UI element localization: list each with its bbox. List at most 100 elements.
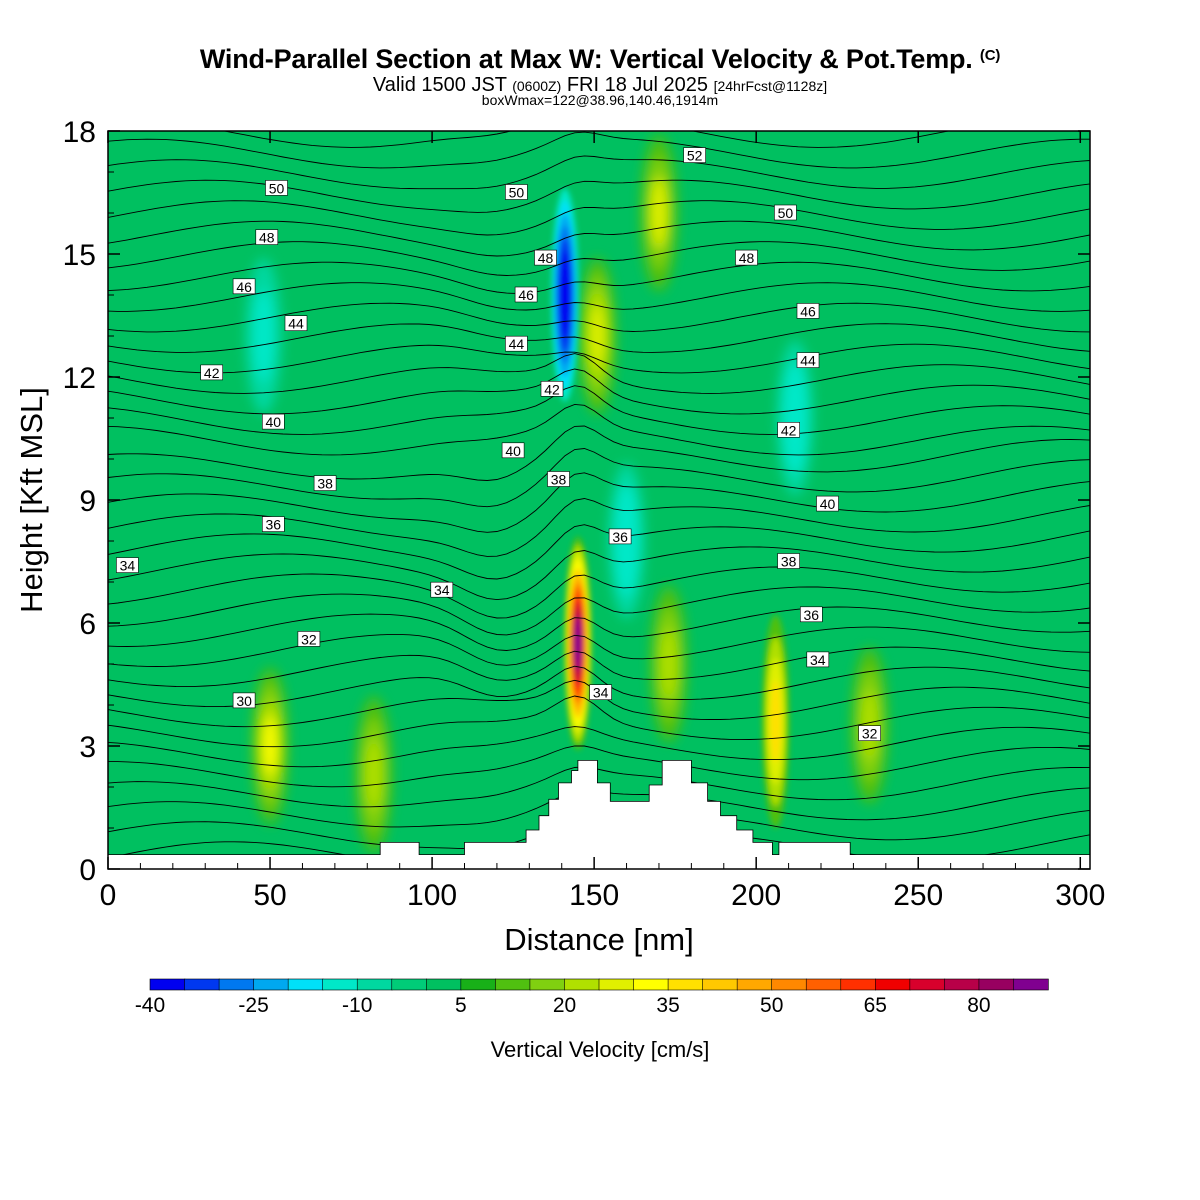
theta-label: 38 (547, 471, 570, 488)
colorbar-swatch (598, 978, 635, 991)
theta-contour-line (108, 745, 1090, 788)
colorbar-swatch (633, 978, 669, 991)
theta-label-box (816, 495, 839, 512)
updraft-band (650, 177, 668, 249)
theta-label: 36 (608, 528, 632, 545)
theta-label-box (261, 516, 285, 532)
theta-label-box (200, 364, 223, 381)
theta-label-box (505, 335, 528, 352)
theta-label-box (505, 184, 528, 200)
theta-label: 50 (774, 204, 797, 221)
theta-contour-line (108, 282, 1090, 312)
theta-contour-line (108, 566, 1090, 619)
theta-label-text: 44 (509, 336, 525, 352)
theta-label-text: 34 (593, 685, 609, 701)
theta-contour-line (108, 586, 1090, 636)
theta-label: 48 (534, 249, 557, 266)
x-tick-label: 100 (407, 879, 457, 912)
theta-contour-line (108, 425, 1090, 481)
x-tick-label: 300 (1055, 879, 1105, 912)
y-tick-label: 0 (79, 854, 96, 887)
theta-label: 36 (261, 516, 285, 533)
y-tick-label: 18 (63, 116, 96, 149)
theta-label-box (589, 684, 612, 701)
field-core-layer (551, 188, 790, 829)
theta-label: 38 (777, 553, 800, 570)
theta-contour-line (108, 131, 1090, 169)
colorbar-tick-label: 5 (455, 994, 467, 1017)
theta-label: 46 (796, 303, 820, 319)
theta-label-text: 44 (288, 316, 304, 332)
colorbar-swatch (149, 978, 186, 991)
colorbar-swatch (1013, 978, 1049, 991)
colorbar-title: Vertical Velocity [cm/s] (491, 1037, 710, 1062)
theta-label: 44 (796, 352, 820, 369)
colorbar-tick-label: -25 (238, 994, 268, 1017)
colorbar-swatch (460, 978, 497, 991)
updraft-band (263, 716, 277, 776)
updraft-band (770, 680, 781, 763)
theta-contour-line (108, 220, 1090, 257)
theta-label: 46 (514, 286, 538, 303)
theta-label-box (777, 421, 800, 438)
theta-label-box (735, 249, 758, 266)
updraft-band (574, 616, 582, 671)
theta-label-text: 50 (269, 180, 285, 196)
theta-label: 38 (313, 475, 337, 492)
valid-prefix: Valid 1500 JST (372, 74, 507, 96)
theta-label: 34 (806, 651, 830, 668)
theta-label-text: 42 (204, 365, 220, 381)
x-tick-label: 250 (893, 879, 943, 912)
colorbar-swatch (564, 978, 600, 991)
forecast-info: [24hrFcst@1128z] (713, 78, 828, 94)
colorbar-swatch (287, 978, 324, 991)
colorbar-swatch (805, 978, 842, 991)
theta-label-text: 46 (800, 303, 816, 319)
theta-label-box (297, 631, 321, 647)
theta-label: 34 (430, 581, 454, 598)
theta-label-text: 50 (509, 185, 525, 201)
colorbar-swatch (978, 978, 1015, 991)
theta-contour-line (108, 546, 1090, 601)
theta-label-text: 38 (781, 554, 797, 570)
theta-contour-line (108, 385, 1090, 435)
colorbar-swatch (218, 978, 255, 991)
theta-contour-line (108, 403, 1090, 456)
theta-contour-line (108, 155, 1090, 190)
downdraft-band (786, 382, 804, 454)
theta-label: 40 (816, 495, 839, 512)
theta-label-box (799, 606, 823, 623)
theta-label-box (514, 286, 538, 303)
theta-label: 44 (284, 315, 308, 332)
x-tick-label: 150 (569, 879, 619, 912)
theta-label-text: 40 (820, 496, 836, 512)
copyright-mark: (C) (979, 47, 1001, 64)
colorbar-swatch (875, 978, 911, 991)
theta-label: 30 (232, 692, 256, 709)
colorbar-swatch (736, 978, 773, 991)
theta-label-box (534, 249, 557, 266)
theta-label: 50 (505, 184, 528, 201)
valid-date: FRI 18 Jul 2025 (566, 74, 709, 96)
y-tick-label: 3 (79, 731, 96, 764)
theta-label-text: 34 (434, 582, 450, 598)
theta-label-box (116, 557, 139, 573)
colorbar-swatch (495, 978, 531, 991)
colorbar-tick-label: -40 (135, 994, 165, 1017)
theta-label-box (806, 651, 830, 668)
colorbar-tick-label: -10 (342, 994, 372, 1017)
theta-label-box (430, 581, 454, 598)
theta-label: 34 (116, 557, 139, 574)
colorbar-tick-label: 65 (864, 994, 887, 1017)
colorbar-swatch (840, 978, 877, 991)
theta-label: 46 (232, 278, 256, 295)
theta-label-box (796, 303, 820, 319)
theta-label-box (261, 413, 285, 430)
colorbar-swatch (184, 978, 220, 991)
theta-label: 42 (777, 421, 800, 438)
theta-label-text: 34 (120, 558, 136, 574)
terrain (107, 760, 1091, 870)
theta-contour-line (108, 766, 1090, 808)
theta-label: 44 (505, 335, 528, 352)
